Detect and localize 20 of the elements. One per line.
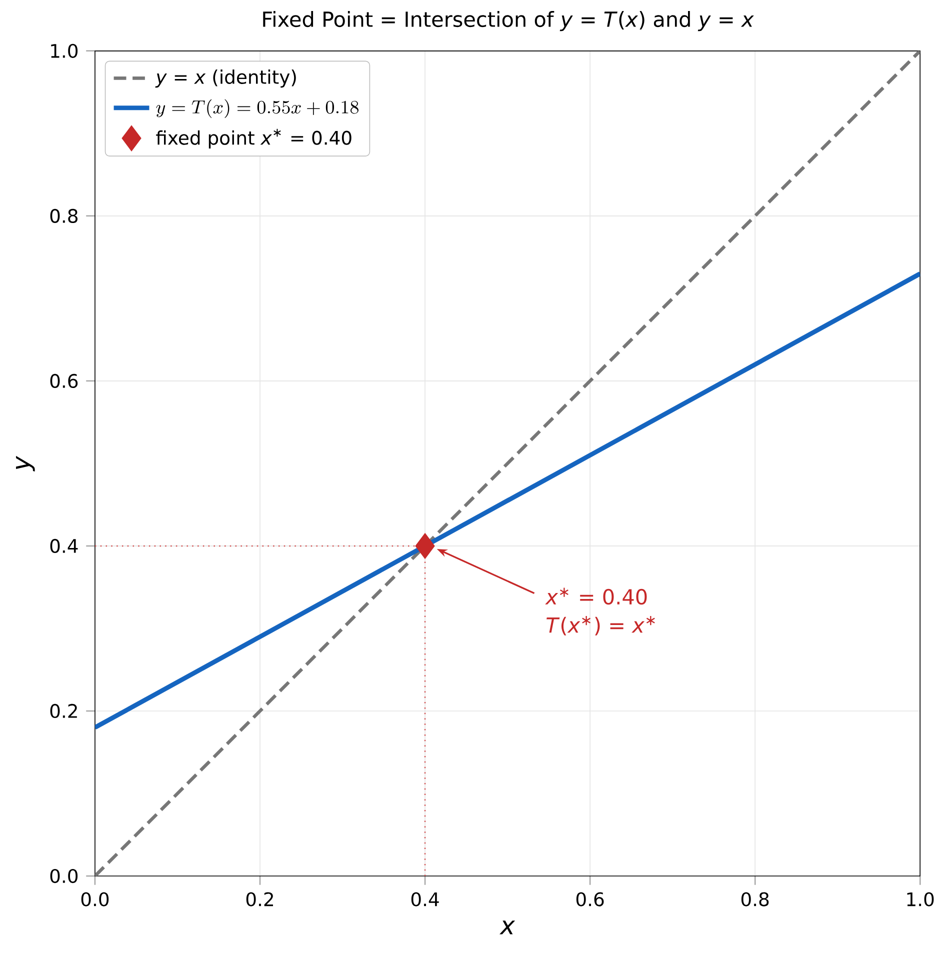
annotation: x$^{∗}$ = 0.40	[545, 588, 647, 605]
legend-label: y = x (identity)	[155, 70, 296, 88]
x-axis-title: x	[500, 920, 516, 934]
y-tick-label: 0.0	[50, 868, 78, 884]
y-tick-label: 0.4	[50, 538, 78, 554]
x-tick-label: 1.0	[907, 892, 934, 906]
x-tick-label: 0.8	[741, 892, 769, 906]
x-tick-label: 0.6	[576, 892, 604, 906]
y-tick-label: 0.2	[50, 704, 77, 718]
legend-label: $y = T(x) = 0.55x + 0.18$	[156, 99, 359, 118]
legend-label: fixed point x$^{∗}$ = 0.40	[156, 128, 352, 148]
y-tick-label: 0.6	[50, 374, 78, 388]
chart-title: Fixed Point = Intersection of y = T(x) and y = x	[263, 11, 754, 32]
x-tick-label: 0.2	[246, 892, 274, 906]
annotation: T(x$^{∗}$) = x$^{∗}$	[546, 616, 655, 636]
x-tick-label: 0.0	[81, 892, 109, 906]
x-tick-label: 0.4	[411, 892, 439, 906]
y-axis-title: y	[16, 456, 35, 472]
y-tick-label: 0.8	[50, 208, 78, 223]
y-tick-label: 1.0	[51, 44, 78, 58]
